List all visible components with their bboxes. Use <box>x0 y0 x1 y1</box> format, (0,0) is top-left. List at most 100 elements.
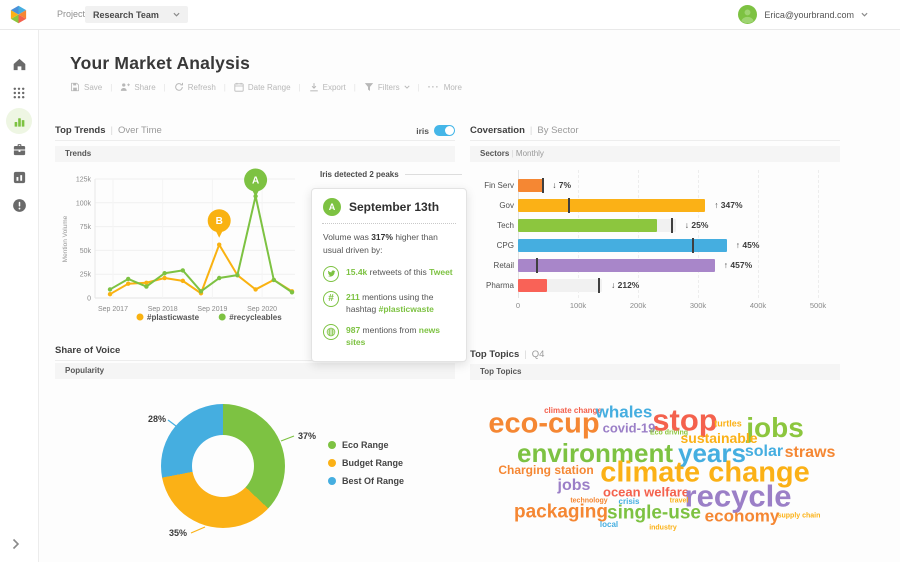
bar-change-label: ↓ 7% <box>552 180 572 190</box>
toolbar-date-range-button[interactable]: Date Range <box>234 82 291 92</box>
popup-stat-hashtag: #211 mentions using the hashtag #plastic… <box>323 290 455 316</box>
legend-dot <box>328 477 336 485</box>
bar-row-label: Pharma <box>485 281 514 290</box>
bar-benchmark-tick <box>598 278 600 293</box>
sidebar-item-home[interactable] <box>6 51 32 77</box>
topics-panel-header: Top Topics | Q4 <box>470 345 840 365</box>
toolbar-save-button[interactable]: Save <box>70 82 102 92</box>
plasticwaste-link[interactable]: #plasticwaste <box>378 303 434 314</box>
toolbar-share-button[interactable]: Share <box>120 82 156 92</box>
wordcloud-word-supply-chain: supply chain <box>777 512 821 520</box>
sidebar-item-briefcase[interactable] <box>6 136 32 162</box>
wordcloud-word-straws: straws <box>784 444 836 461</box>
sidebar-item-alerts[interactable] <box>6 192 32 218</box>
separator: | <box>524 349 527 360</box>
news-sites-link[interactable]: news sites <box>346 325 441 348</box>
bar-change-label: ↓ 212% <box>611 280 640 290</box>
toolbar-export-button[interactable]: Export <box>309 82 346 92</box>
separator: | <box>298 82 301 92</box>
project-value: Research Team <box>93 9 159 20</box>
iris-toggle-label: iris <box>416 125 429 136</box>
sectors-bar-chart: 0 100k 200k 300k 400k 500k Fin Serv ↓ 7% Gov ↑ 34… <box>470 166 850 316</box>
wordcloud-word-turtles: turtles <box>714 418 742 429</box>
more-icon: ··· <box>427 82 440 92</box>
donut-labels-svg: 37% 35% 28% <box>148 414 316 538</box>
apps-icon <box>12 86 26 100</box>
donut-pct-label: 37% <box>298 431 316 441</box>
bar-gridline <box>698 170 699 298</box>
svg-text:0: 0 <box>87 296 91 303</box>
sidebar-item-reports[interactable] <box>6 164 32 190</box>
chevron-down-icon <box>173 12 180 17</box>
donut-legend: Eco Range Budget Range Best Of Range <box>328 440 404 494</box>
bar-gridline <box>818 170 819 298</box>
separator: | <box>110 125 113 136</box>
analytics-icon <box>12 114 27 129</box>
sidebar <box>0 29 39 562</box>
donut-ring <box>161 404 285 528</box>
topics-wordcloud: climate change whales stop turtles jobs eco-c… <box>470 386 900 556</box>
separator: | <box>223 82 226 92</box>
stat-value: 15.4k <box>346 266 368 277</box>
trends-section-bar: Trends <box>55 146 455 162</box>
legend-dot <box>328 441 336 449</box>
legend-item-eco-range: Eco Range <box>328 440 404 450</box>
legend-item-budget-range: Budget Range <box>328 458 404 468</box>
bar-row-label: Tech <box>497 221 514 230</box>
trends-panel-title: Top Trends <box>55 125 106 136</box>
insight-popup: A September 13th Volume was 317% higher … <box>311 188 467 362</box>
iris-detected-label: Iris detected 2 peaks <box>320 170 462 179</box>
svg-text:B: B <box>216 216 223 227</box>
legend-label: #plasticwaste <box>147 313 200 322</box>
wordcloud-word-local: local <box>599 520 619 529</box>
sidebar-item-apps[interactable] <box>6 80 32 106</box>
bar-axis-label: 100k <box>569 301 587 310</box>
share-of-voice-title: Share of Voice <box>55 345 121 356</box>
bar-change-label: ↓ 25% <box>684 220 709 230</box>
alerts-icon <box>12 198 27 213</box>
hashtag-icon: # <box>323 290 339 307</box>
project-label: Project <box>57 9 86 19</box>
bar-axis-label: 400k <box>749 301 767 310</box>
wordcloud-word-sustainable: sustainable <box>680 430 758 446</box>
donut-pct-label: 35% <box>169 528 187 538</box>
legend-label: #recycleables <box>229 313 282 322</box>
bar-change-label: ↑ 45% <box>735 240 760 250</box>
toolbar-more-button[interactable]: ··· More <box>427 82 462 92</box>
bar-row-label: Fin Serv <box>484 181 514 190</box>
wordcloud-word-industry: industry <box>649 524 677 532</box>
tweet-link[interactable]: Tweet <box>429 266 453 277</box>
wordcloud-word-solar: solar <box>744 443 784 460</box>
iris-toggle[interactable] <box>434 125 455 136</box>
chevron-right-icon <box>12 538 20 550</box>
dotted-divider <box>322 223 456 224</box>
wordcloud-word-climate-change: climate change <box>600 456 810 489</box>
sidebar-item-analytics[interactable] <box>6 108 32 134</box>
toolbar-refresh-button[interactable]: Refresh <box>174 82 216 92</box>
line-chart-svg: 0 25k 50k 75k 100k 125k Sep 2017 Sep 2018 Sep 20… <box>62 168 295 322</box>
topics-panel-title: Top Topics <box>470 349 520 360</box>
wordcloud-word-jobs: jobs <box>557 477 591 494</box>
toolbar-filters-button[interactable]: Filters <box>364 82 410 92</box>
legend-dot <box>136 313 144 321</box>
topics-panel-subtitle: Q4 <box>531 349 545 360</box>
conversation-panel-header: Coversation | By Sector <box>470 121 840 141</box>
wordcloud-word-single-use: single-use <box>607 502 701 524</box>
bar-change-label: ↑ 347% <box>714 200 743 210</box>
sidebar-collapse-button[interactable] <box>12 538 20 550</box>
sectors-section-label: Sectors <box>480 149 510 158</box>
divider-line <box>404 174 462 175</box>
svg-text:75k: 75k <box>80 224 92 231</box>
user-menu[interactable]: Erica@yourbrand.com <box>738 5 868 24</box>
share-of-voice-header: Share of Voice <box>55 341 455 361</box>
project-selector[interactable]: Research Team <box>85 6 188 23</box>
bar-benchmark-tick <box>671 218 674 233</box>
popup-title: September 13th <box>349 200 440 214</box>
topics-section-bar: Top Topics <box>470 364 840 380</box>
bar-axis-label: 0 <box>515 301 521 310</box>
bar-gridline <box>578 170 579 298</box>
brand-logo-icon[interactable] <box>8 4 29 25</box>
separator: | <box>353 82 356 92</box>
wordcloud-word-whales: whales <box>595 402 653 422</box>
